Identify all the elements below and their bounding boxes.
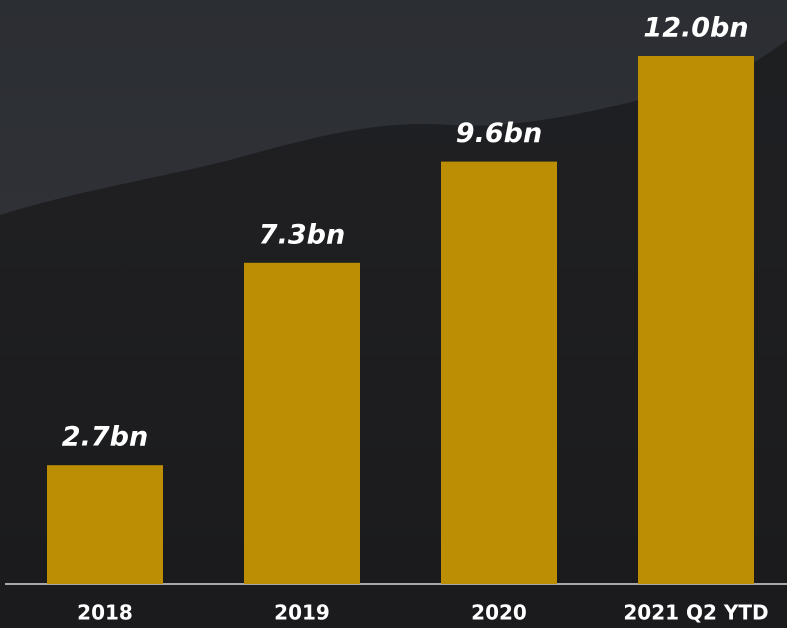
x-tick-label: 2021 Q2 YTD <box>623 601 768 625</box>
x-tick-label: 2018 <box>77 601 133 625</box>
value-label: 2.7bn <box>62 422 148 453</box>
mountain-silhouette <box>0 40 787 628</box>
value-label: 9.6bn <box>456 118 542 149</box>
x-tick-label: 2019 <box>274 601 330 625</box>
bar <box>47 465 163 584</box>
value-label: 12.0bn <box>643 13 748 44</box>
bar <box>638 56 754 584</box>
x-tick-label: 2020 <box>471 601 527 625</box>
bar <box>441 161 557 584</box>
bar <box>244 262 360 584</box>
value-label: 7.3bn <box>259 219 345 250</box>
